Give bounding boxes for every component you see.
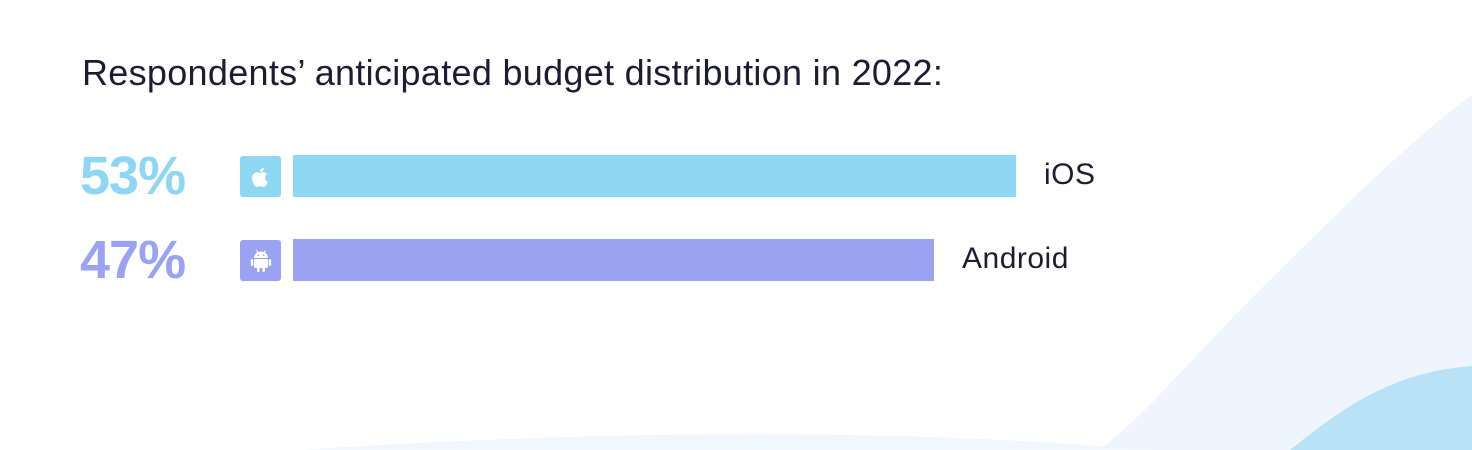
- value-label: 53%: [80, 146, 186, 206]
- category-label: Android: [962, 242, 1069, 275]
- bar-android: [293, 239, 934, 281]
- android-icon: [240, 240, 281, 281]
- background-wave-light: [1100, 95, 1472, 450]
- bar-row-ios: 53% iOS: [0, 147, 1472, 205]
- background-wave-floor: [300, 434, 1150, 450]
- apple-icon: [240, 156, 281, 197]
- category-label: iOS: [1044, 158, 1096, 191]
- bar-ios: [293, 155, 1016, 197]
- bar-row-android: 47% Android: [0, 231, 1472, 289]
- background-wave-blue: [1290, 366, 1472, 450]
- value-label: 47%: [80, 230, 186, 290]
- chart-title: Respondents’ anticipated budget distribu…: [82, 52, 944, 93]
